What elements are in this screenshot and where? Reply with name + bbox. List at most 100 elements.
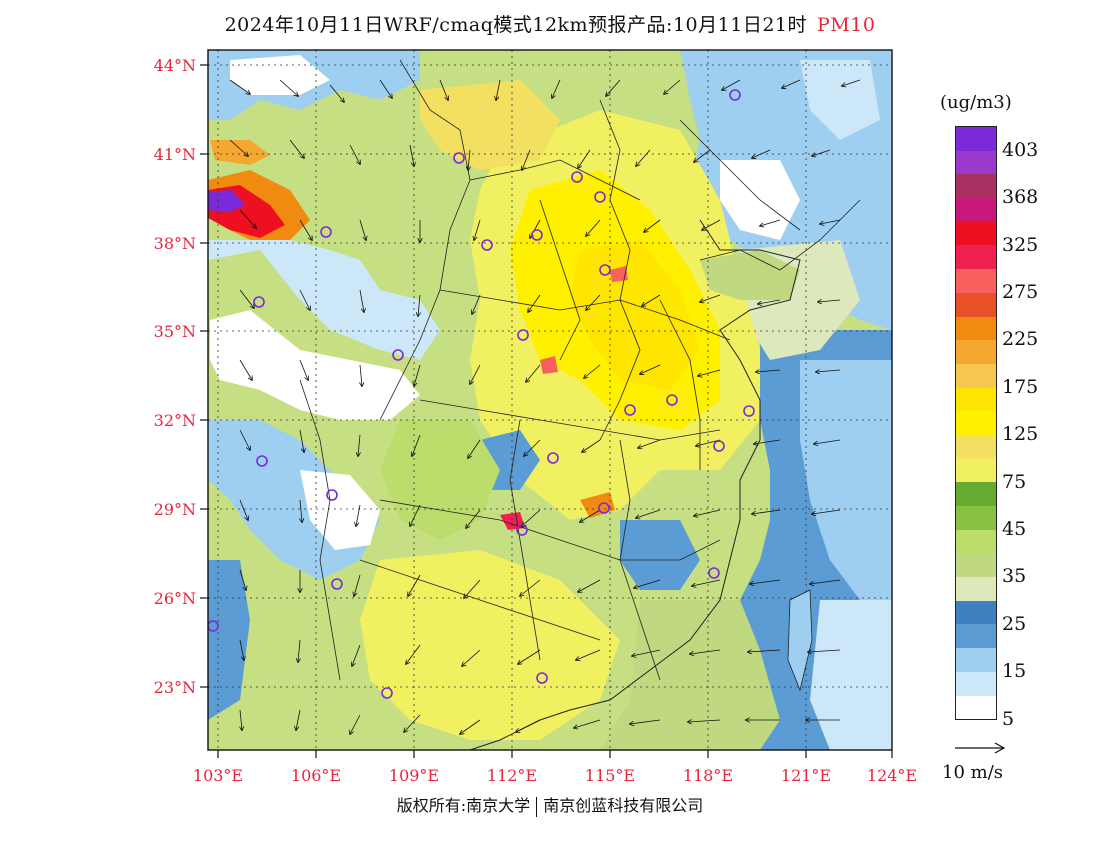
east-sea-pale [810,600,892,750]
city-marker [208,620,219,632]
south-sea-green [600,600,780,750]
colorbar-cell [956,174,996,199]
lat-label-32: 32°N [153,411,196,430]
northwest-hotspot-max [208,190,245,212]
colorbar-cell [956,553,996,578]
colorbar-cell [956,624,996,649]
lat-label-35: 35°N [153,322,196,341]
city-marker [743,405,755,417]
colorbar [955,126,997,721]
colorbar-label: 368 [1002,186,1039,209]
colorbar-label: 35 [1002,565,1027,588]
colorbar-cell [956,458,996,483]
lon-label-118: 118°E [682,766,734,785]
city-marker [453,152,465,164]
colorbar-cell [956,648,996,672]
shandong-pale [700,250,800,300]
central-dense-yellow [570,240,700,390]
north-yellow-belt [420,80,560,170]
colorbar-cell [956,269,996,293]
colorbar-cell [956,221,996,246]
title-text: 2024年10月11日WRF/cmaq模式12km预报产品:10月11日21时 [224,14,807,36]
colorbar-cell [956,600,996,625]
axis-ticks [200,64,893,758]
colorbar-label: 275 [1002,280,1039,303]
copyright-divider [536,796,538,817]
colorbar-cell [956,482,996,506]
west-white-region [210,310,420,420]
city-marker [256,455,268,467]
lat-label-23: 23°N [153,678,196,697]
city-marker [392,349,404,361]
colorbar-label: 325 [1002,233,1039,256]
map-title: 2024年10月11日WRF/cmaq模式12km预报产品:10月11日21时 P… [0,10,1100,37]
colorbar-cell [956,198,996,222]
colorbar-cell [956,411,996,435]
lon-label-124: 124°E [866,766,918,785]
colorbar-cell [956,695,996,720]
city-marker [516,524,528,536]
lon-label-115: 115°E [584,766,636,785]
colorbar-label: 25 [1002,612,1027,635]
city-markers [208,89,755,699]
south-blue-patches-2 [620,520,700,590]
hebei-hotspot [610,266,628,282]
colorbar-label: 225 [1002,328,1039,351]
far-west-strip [208,560,250,720]
west-clean-region [208,240,440,360]
city-marker [481,239,493,251]
city-marker [320,226,332,238]
city-marker [729,89,741,101]
colorbar-label: 5 [1002,707,1015,730]
province-boundaries [299,59,861,681]
city-marker [547,452,559,464]
city-marker [571,171,583,183]
colorbar-cell [956,150,996,175]
lat-label-44: 44°N [153,56,196,75]
colorbar-cell [956,292,996,317]
lat-label-26: 26°N [153,589,196,608]
city-marker [666,394,678,406]
city-marker [708,567,720,579]
colorbar-label: 403 [1002,138,1039,161]
colorbar-cell [956,434,996,459]
colorbar-label: 45 [1002,517,1027,540]
colorbar-cell [956,577,996,601]
lon-label-121: 121°E [780,766,832,785]
jiangxi-hotspot [580,492,615,518]
east-sea-light [800,360,892,620]
colorbar-unit: (ug/m3) [940,92,1012,113]
lat-label-41: 41°N [153,145,196,164]
wind-vectors [229,79,861,734]
colorbar-cell [956,671,996,696]
copyright-owner: 版权所有:南京大学 [396,796,531,815]
city-marker [331,578,343,590]
map-frame [207,49,893,751]
central-green-band [380,420,500,540]
south-yellow-belt [360,550,620,740]
taiwan-outline [787,589,813,692]
city-marker [381,687,393,699]
wind-reference-label: 10 m/s [942,762,1003,783]
wind-reference-arrow [955,742,1006,754]
lon-label-106: 106°E [290,766,342,785]
city-marker [536,672,548,684]
city-marker [598,502,610,514]
colorbar-cell [956,363,996,388]
northwest-hotspot-upper [210,140,270,165]
lon-label-109: 109°E [388,766,440,785]
city-marker [594,191,606,203]
city-marker [624,404,636,416]
coastline [469,219,801,750]
colorbar-label: 15 [1002,660,1027,683]
city-marker [253,296,265,308]
lon-label-112: 112°E [486,766,538,785]
graticule [208,50,892,750]
lat-label-29: 29°N [153,500,196,519]
city-marker [517,329,529,341]
colorbar-cell [956,245,996,270]
colorbar-cell [956,387,996,412]
colorbar-cell [956,127,996,151]
colorbar-label: 75 [1002,470,1027,493]
